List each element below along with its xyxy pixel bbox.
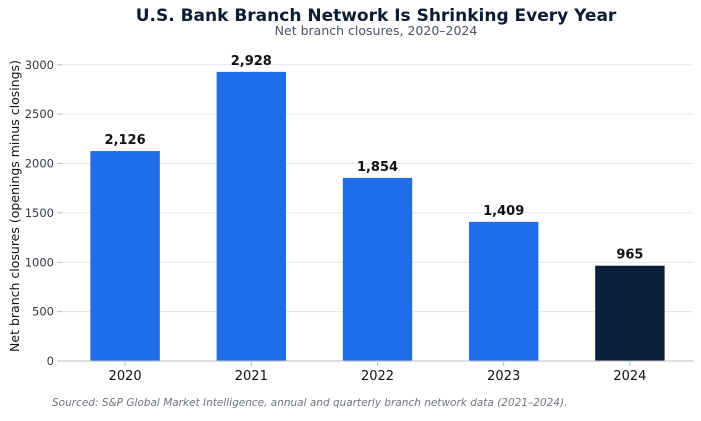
- y-axis-ticks: 0 500 1000 1500 2000 2500 3000: [25, 58, 62, 368]
- bar-2021: [216, 71, 287, 362]
- bar-2020: [90, 151, 160, 361]
- y-tick-label: 500: [32, 305, 54, 319]
- y-axis-label: Net branch closures (openings minus clos…: [7, 60, 22, 352]
- x-axis-ticks: 2020 2021 2022 2023 2024: [109, 361, 646, 384]
- data-label-2020: 2,126: [105, 133, 146, 148]
- chart-subtitle: Net branch closures, 2020–2024: [275, 23, 478, 38]
- y-tick-label: 1000: [25, 255, 54, 269]
- bar-2023: [468, 221, 539, 361]
- y-tick-label: 1500: [25, 206, 54, 220]
- x-tick-label-2024: 2024: [613, 369, 646, 384]
- source-note: Sourced: S&P Global Market Intelligence,…: [52, 397, 567, 409]
- bar-2022: [342, 177, 413, 361]
- x-tick-label-2020: 2020: [109, 369, 142, 384]
- y-tick-label: 0: [47, 354, 54, 368]
- y-tick-label: 3000: [25, 58, 54, 72]
- y-tick-label: 2000: [25, 157, 54, 171]
- x-tick-label-2022: 2022: [361, 369, 394, 384]
- data-label-2024: 965: [616, 248, 643, 263]
- chart-title: U.S. Bank Branch Network Is Shrinking Ev…: [136, 6, 617, 26]
- x-tick-label-2023: 2023: [487, 369, 520, 384]
- data-label-2022: 1,854: [357, 160, 398, 175]
- bars: [90, 71, 665, 362]
- bar-2024: [595, 265, 665, 361]
- x-tick-label-2021: 2021: [235, 369, 268, 384]
- data-label-2023: 1,409: [483, 204, 524, 219]
- data-label-2021: 2,928: [231, 54, 272, 69]
- y-tick-label: 2500: [25, 107, 54, 121]
- data-labels: 2,126 2,928 1,854 1,409 965: [105, 54, 644, 263]
